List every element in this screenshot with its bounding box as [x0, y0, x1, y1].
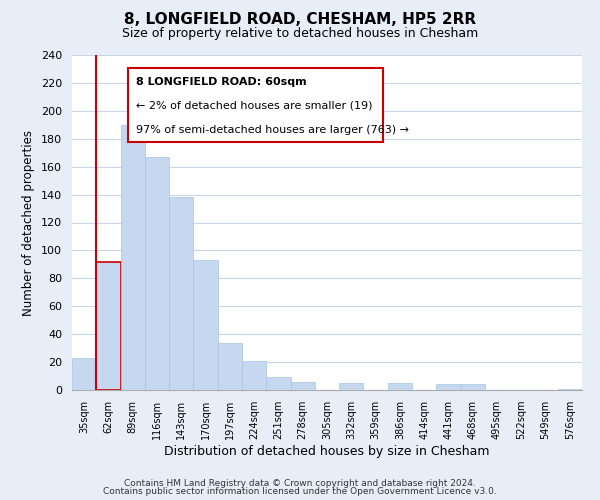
Bar [461, 384, 485, 390]
Bar [145, 157, 169, 390]
Bar [121, 125, 145, 390]
Bar [436, 384, 461, 390]
Bar [388, 383, 412, 390]
Bar [242, 360, 266, 390]
Bar [96, 262, 121, 390]
Bar [193, 260, 218, 390]
Bar [290, 382, 315, 390]
Bar [72, 358, 96, 390]
Text: Size of property relative to detached houses in Chesham: Size of property relative to detached ho… [122, 28, 478, 40]
Bar [558, 388, 582, 390]
Text: Contains HM Land Registry data © Crown copyright and database right 2024.: Contains HM Land Registry data © Crown c… [124, 478, 476, 488]
Text: Contains public sector information licensed under the Open Government Licence v3: Contains public sector information licen… [103, 487, 497, 496]
Text: 97% of semi-detached houses are larger (763) →: 97% of semi-detached houses are larger (… [136, 125, 409, 135]
Text: 8 LONGFIELD ROAD: 60sqm: 8 LONGFIELD ROAD: 60sqm [136, 77, 307, 87]
Text: 8, LONGFIELD ROAD, CHESHAM, HP5 2RR: 8, LONGFIELD ROAD, CHESHAM, HP5 2RR [124, 12, 476, 28]
Bar [169, 198, 193, 390]
Y-axis label: Number of detached properties: Number of detached properties [22, 130, 35, 316]
Text: ← 2% of detached houses are smaller (19): ← 2% of detached houses are smaller (19) [136, 101, 372, 111]
Bar [218, 342, 242, 390]
FancyBboxPatch shape [128, 68, 383, 142]
X-axis label: Distribution of detached houses by size in Chesham: Distribution of detached houses by size … [164, 445, 490, 458]
Bar [339, 383, 364, 390]
Bar [266, 378, 290, 390]
